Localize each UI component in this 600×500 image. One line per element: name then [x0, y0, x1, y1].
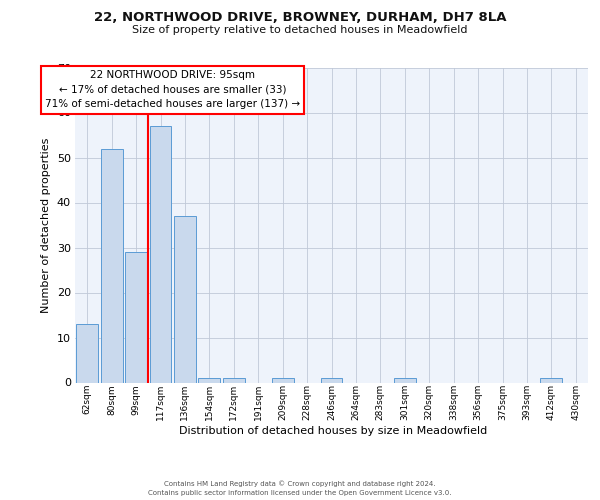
Bar: [125, 252, 147, 382]
Y-axis label: Number of detached properties: Number of detached properties: [41, 138, 51, 312]
Bar: [174, 216, 196, 382]
Bar: [199, 378, 220, 382]
Text: 22, NORTHWOOD DRIVE, BROWNEY, DURHAM, DH7 8LA: 22, NORTHWOOD DRIVE, BROWNEY, DURHAM, DH…: [94, 11, 506, 24]
Bar: [541, 378, 562, 382]
Text: 22 NORTHWOOD DRIVE: 95sqm
← 17% of detached houses are smaller (33)
71% of semi-: 22 NORTHWOOD DRIVE: 95sqm ← 17% of detac…: [45, 70, 300, 110]
Bar: [101, 148, 122, 382]
Bar: [149, 126, 172, 382]
Bar: [320, 378, 343, 382]
Bar: [394, 378, 416, 382]
Text: Size of property relative to detached houses in Meadowfield: Size of property relative to detached ho…: [132, 25, 468, 35]
Bar: [272, 378, 293, 382]
Text: Contains HM Land Registry data © Crown copyright and database right 2024.
Contai: Contains HM Land Registry data © Crown c…: [148, 480, 452, 496]
Text: Distribution of detached houses by size in Meadowfield: Distribution of detached houses by size …: [179, 426, 487, 436]
Bar: [223, 378, 245, 382]
Bar: [76, 324, 98, 382]
